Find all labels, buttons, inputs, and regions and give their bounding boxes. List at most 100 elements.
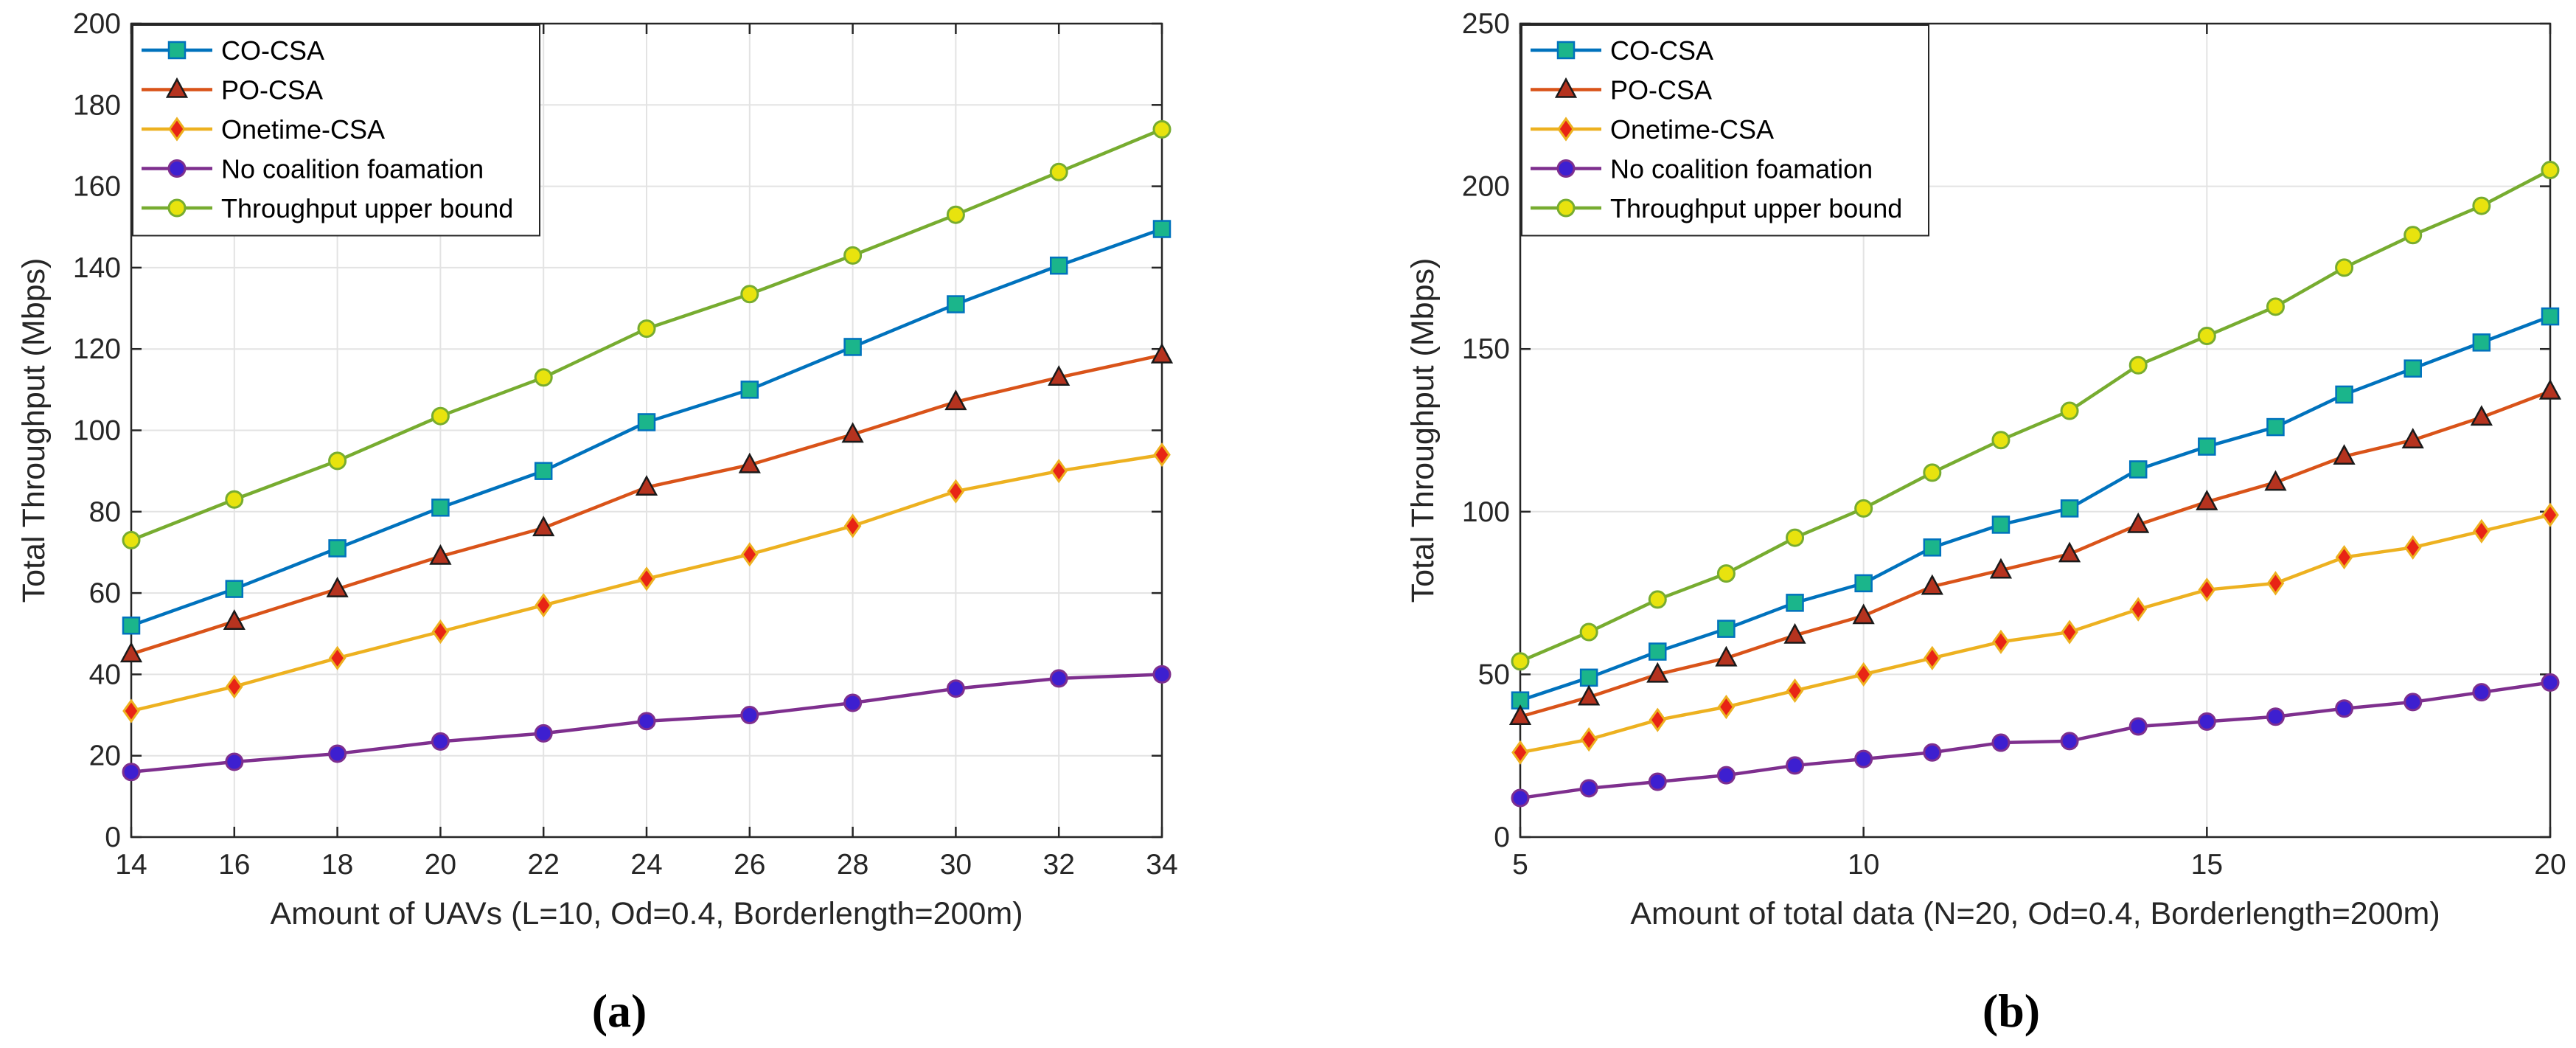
- legend-item-co-csa: CO-CSA: [1531, 35, 1713, 66]
- data-point-co-csa: [328, 539, 347, 558]
- data-point-onetime-csa: [1717, 694, 1736, 720]
- data-point-no-coalition-foamation: [1923, 743, 1942, 762]
- y-tick-label: 180: [73, 89, 121, 121]
- legend-marker: [167, 198, 187, 218]
- series-onetime-csa: [1511, 502, 2559, 765]
- data-point-onetime-csa: [2541, 502, 2559, 527]
- data-point-no-coalition-foamation: [2403, 693, 2423, 712]
- data-point-no-coalition-foamation: [1049, 669, 1068, 688]
- y-tick-label: 120: [73, 333, 121, 365]
- data-point-throughput-upper-bound: [1854, 499, 1873, 518]
- data-point-co-csa: [2335, 385, 2353, 404]
- data-point-co-csa: [2128, 460, 2148, 479]
- data-point-throughput-upper-bound: [2266, 297, 2285, 316]
- data-point-po-csa: [2127, 512, 2150, 533]
- data-point-throughput-upper-bound: [740, 285, 759, 304]
- legend-marker: [1556, 198, 1576, 218]
- legend-marker: [167, 159, 187, 178]
- legend-label: No coalition foamation: [221, 154, 484, 184]
- data-point-throughput-upper-bound: [1716, 564, 1736, 583]
- data-point-onetime-csa: [1580, 727, 1598, 752]
- series-line-co-csa: [1520, 314, 2551, 702]
- y-tick-label: 250: [1462, 8, 1510, 40]
- data-point-no-coalition-foamation: [1854, 749, 1873, 768]
- data-point-po-csa: [2538, 378, 2562, 400]
- y-tick-label: 0: [105, 822, 121, 853]
- legend-item-po-csa: PO-CSA: [142, 75, 323, 105]
- data-point-no-coalition-foamation: [2335, 699, 2354, 718]
- legend-marker: [167, 41, 187, 60]
- legend-marker: [1557, 117, 1575, 142]
- data-point-onetime-csa: [947, 479, 965, 504]
- series-po-csa: [1508, 378, 2562, 726]
- y-tick-label: 40: [89, 659, 121, 690]
- data-point-onetime-csa: [122, 698, 140, 723]
- data-point-throughput-upper-bound: [2197, 327, 2216, 346]
- x-tick-label: 20: [2534, 849, 2566, 881]
- y-axis-label: Total Throughput (Mbps): [16, 258, 52, 603]
- data-point-co-csa: [534, 462, 553, 480]
- series-po-csa: [119, 342, 1174, 663]
- data-point-no-coalition-foamation: [2541, 673, 2560, 692]
- data-point-onetime-csa: [2129, 597, 2148, 622]
- y-axis-label: Total Throughput (Mbps): [1405, 258, 1441, 603]
- data-point-co-csa: [1786, 594, 1804, 612]
- data-point-no-coalition-foamation: [2060, 732, 2079, 751]
- data-point-throughput-upper-bound: [122, 530, 141, 549]
- data-point-po-csa: [532, 516, 555, 537]
- data-point-throughput-upper-bound: [2128, 355, 2148, 375]
- y-tick-label: 150: [1462, 333, 1510, 365]
- x-tick-label: 20: [425, 849, 456, 881]
- data-point-throughput-upper-bound: [1152, 119, 1172, 139]
- x-tick-label: 26: [734, 849, 765, 881]
- data-point-no-coalition-foamation: [2472, 683, 2491, 702]
- data-point-co-csa: [1049, 256, 1068, 275]
- data-point-onetime-csa: [1992, 629, 2010, 654]
- data-point-throughput-upper-bound: [328, 451, 347, 471]
- data-point-po-csa: [1048, 365, 1071, 386]
- series-co-csa: [122, 220, 1172, 635]
- legend-label: Throughput upper bound: [1610, 193, 1902, 223]
- data-point-no-coalition-foamation: [328, 744, 347, 763]
- data-point-po-csa: [326, 576, 349, 597]
- legend-item-po-csa: PO-CSA: [1531, 75, 1712, 105]
- data-point-throughput-upper-bound: [2335, 258, 2354, 277]
- legend-item-co-csa: CO-CSA: [142, 35, 324, 66]
- series-line-onetime-csa: [1520, 513, 2551, 754]
- y-tick-label: 100: [1462, 496, 1510, 528]
- data-point-po-csa: [1578, 684, 1601, 706]
- y-tick-label: 0: [1494, 822, 1510, 853]
- series-no-coalition-foamation: [122, 664, 1172, 782]
- data-point-onetime-csa: [1511, 740, 1529, 765]
- data-point-onetime-csa: [535, 593, 553, 618]
- legend-item-no-coalition-foamation: No coalition foamation: [1531, 154, 1873, 184]
- data-point-throughput-upper-bound: [637, 319, 656, 339]
- y-tick-label: 140: [73, 252, 121, 284]
- data-point-po-csa: [841, 422, 864, 443]
- data-point-throughput-upper-bound: [2403, 226, 2423, 245]
- data-point-po-csa: [738, 452, 761, 473]
- data-point-po-csa: [1508, 704, 1532, 726]
- data-point-no-coalition-foamation: [1579, 779, 1598, 798]
- data-point-throughput-upper-bound: [2541, 161, 2560, 180]
- legend-item-throughput-upper-bound: Throughput upper bound: [142, 193, 513, 223]
- data-point-co-csa: [1649, 642, 1667, 661]
- data-point-po-csa: [2196, 489, 2218, 510]
- x-axis-label: Amount of total data (N=20, Od=0.4, Bord…: [1630, 896, 2440, 931]
- data-point-no-coalition-foamation: [225, 752, 244, 771]
- data-point-co-csa: [122, 616, 141, 635]
- legend-label: No coalition foamation: [1610, 154, 1873, 184]
- x-tick-label: 18: [321, 849, 353, 881]
- data-point-po-csa: [1646, 662, 1669, 683]
- series-line-throughput-upper-bound: [1520, 168, 2552, 663]
- series-onetime-csa: [122, 443, 1171, 723]
- data-point-co-csa: [225, 580, 244, 598]
- legend-label: PO-CSA: [221, 75, 323, 105]
- panel-label: (b): [1983, 985, 2040, 1037]
- series-co-csa: [1511, 307, 2560, 709]
- data-point-onetime-csa: [1649, 707, 1667, 732]
- legend-marker: [1554, 77, 1578, 98]
- y-tick-label: 160: [73, 171, 121, 203]
- data-point-onetime-csa: [2266, 571, 2285, 596]
- data-point-throughput-upper-bound: [1579, 622, 1598, 642]
